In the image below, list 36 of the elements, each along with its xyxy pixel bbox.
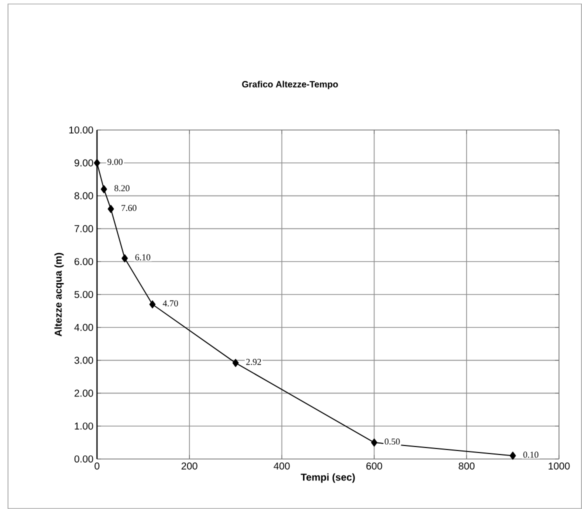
y-tick-label: 1.00 — [74, 422, 94, 430]
y-axis-title: Altezze acqua (m) — [54, 252, 64, 336]
data-label: 9.00 — [107, 158, 123, 165]
point — [122, 254, 128, 262]
y-tick-label: 8.00 — [74, 192, 94, 200]
point — [108, 204, 114, 213]
y-tick-label: 2.00 — [74, 390, 94, 397]
point — [94, 158, 100, 167]
data-label: 2.92 — [246, 358, 261, 365]
point — [100, 185, 108, 194]
y-tick-label: 3.00 — [74, 356, 94, 364]
chart-title: Grafico Altezze-Tempo — [242, 80, 338, 90]
x-tick-label: 800 — [458, 462, 475, 470]
x-tick-label: 400 — [274, 462, 290, 470]
point — [232, 358, 239, 367]
x-tick-label: 600 — [366, 462, 382, 470]
x-tick-label: 0 — [94, 462, 100, 470]
point — [371, 438, 378, 447]
y-tick-label: 6.00 — [74, 258, 94, 266]
y-tick-label: 9.00 — [74, 159, 94, 166]
x-tick-label: 200 — [182, 462, 198, 470]
point — [149, 300, 156, 308]
y-tick-label: 5.00 — [74, 290, 94, 298]
data-label: 7.60 — [122, 204, 136, 211]
data-label: 6.10 — [135, 254, 150, 260]
data-label: 8.20 — [114, 185, 130, 192]
y-tick-label: 4.00 — [74, 324, 94, 331]
y-tick-label: 0.00 — [74, 455, 94, 463]
x-axis-title: Tempi (sec) — [300, 473, 355, 483]
y-tick-label: 7.00 — [74, 225, 94, 232]
data-label: 4.70 — [162, 300, 178, 306]
y-tick-label: 10.00 — [69, 126, 94, 134]
data-label: 0.50 — [384, 438, 400, 445]
point — [510, 452, 516, 460]
x-tick-label: 1000 — [548, 462, 570, 470]
data-label: 0.10 — [523, 452, 538, 458]
